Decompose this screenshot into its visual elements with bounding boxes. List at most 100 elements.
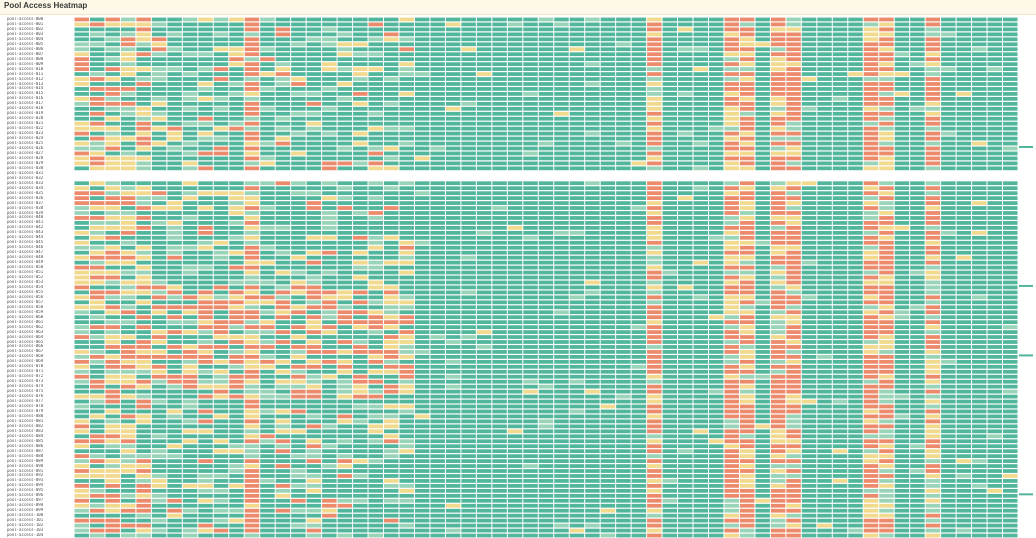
heatmap-cell [569, 245, 585, 250]
heatmap-cell [770, 22, 786, 27]
heatmap-cell [198, 181, 213, 186]
heatmap-cell [708, 230, 724, 235]
heatmap-cell [244, 32, 260, 37]
heatmap-cell [492, 340, 507, 344]
heatmap-cell [213, 340, 229, 344]
heatmap-cell [445, 146, 461, 151]
heatmap-cell [291, 27, 306, 32]
heatmap-cell [600, 22, 616, 27]
heatmap-cell [167, 300, 182, 305]
heatmap-cell [941, 345, 956, 349]
heatmap-cell [863, 32, 879, 37]
heatmap-cell [414, 17, 430, 22]
heatmap-cell [894, 310, 910, 315]
heatmap-cell [368, 216, 384, 220]
heatmap-cell [848, 67, 863, 71]
heatmap-cell [492, 151, 507, 156]
heatmap-cell [569, 87, 585, 91]
heatmap-cell [770, 345, 786, 349]
heatmap-cell [74, 216, 89, 220]
heatmap-cell [260, 101, 275, 106]
heatmap-cell [430, 270, 445, 275]
heatmap-cell [569, 355, 585, 359]
heatmap-cell [322, 92, 337, 96]
heatmap-cell [941, 285, 956, 290]
heatmap-cell [941, 409, 956, 414]
heatmap-cell [724, 146, 739, 151]
heatmap-cell [755, 101, 770, 106]
heatmap-cell [956, 394, 972, 399]
heatmap-cell [987, 399, 1003, 404]
heatmap-cell [275, 126, 291, 131]
heatmap-cell [863, 92, 879, 96]
heatmap-cell [863, 116, 879, 121]
heatmap-cell [182, 260, 198, 265]
heatmap-cell [244, 186, 260, 191]
heatmap-cell [244, 161, 260, 166]
heatmap-cell [585, 191, 600, 196]
heatmap-cell [786, 116, 801, 121]
heatmap-cell [229, 300, 244, 305]
heatmap-cell [863, 186, 879, 191]
heatmap-cell [739, 345, 755, 349]
heatmap-cell [244, 196, 260, 200]
heatmap-cell [291, 111, 306, 116]
heatmap-cell [260, 146, 275, 151]
heatmap-cell [275, 121, 291, 126]
heatmap-cell [678, 96, 693, 101]
heatmap-cell [337, 374, 353, 379]
heatmap-cell [399, 42, 414, 47]
heatmap-cell [755, 37, 770, 42]
heatmap-cell [662, 27, 678, 32]
heatmap-cell [291, 245, 306, 250]
heatmap-cell [770, 265, 786, 270]
heatmap-cell [182, 330, 198, 334]
heatmap-cell [151, 355, 167, 359]
heatmap-cell [414, 62, 430, 67]
heatmap-cell [863, 270, 879, 275]
row-label: pool-access-021 [7, 121, 44, 126]
heatmap-cell [678, 389, 693, 394]
heatmap-cell [647, 126, 662, 131]
heatmap-cell [600, 404, 616, 409]
heatmap-cell [229, 67, 244, 71]
heatmap-cell [74, 22, 89, 27]
heatmap-cell [894, 22, 910, 27]
heatmap-cell [832, 82, 848, 86]
heatmap-cell [910, 374, 925, 379]
heatmap-cell [167, 72, 182, 76]
heatmap-cell [105, 290, 120, 295]
heatmap-cell [647, 106, 662, 111]
heatmap-cell [182, 374, 198, 379]
heatmap-cell [445, 404, 461, 409]
heatmap-cell [260, 47, 275, 52]
heatmap-cell [507, 161, 523, 166]
heatmap-cell [74, 77, 89, 81]
heatmap-cell [353, 96, 368, 101]
heatmap-cell [492, 22, 507, 27]
heatmap-cell [399, 57, 414, 62]
heatmap-cell [182, 72, 198, 76]
heatmap-cell [167, 404, 182, 409]
heatmap-cell [863, 325, 879, 329]
heatmap-cell [786, 131, 801, 136]
heatmap-cell [368, 330, 384, 334]
heatmap-cell [708, 72, 724, 76]
heatmap-cell [832, 399, 848, 404]
row-label: pool-access-055 [7, 289, 44, 294]
heatmap-cell [600, 32, 616, 37]
heatmap-cell [105, 32, 120, 37]
heatmap-cell [724, 389, 739, 394]
heatmap-cell [507, 394, 523, 399]
heatmap-cell [708, 116, 724, 121]
heatmap-cell [879, 310, 894, 315]
heatmap-cell [647, 379, 662, 384]
heatmap-cell [755, 355, 770, 359]
row-label: pool-access-104 [7, 533, 44, 538]
heatmap-cell [306, 355, 322, 359]
heatmap-cell [616, 404, 631, 409]
heatmap-cell [554, 126, 569, 131]
heatmap-cell [647, 111, 662, 116]
heatmap-cell [770, 77, 786, 81]
heatmap-cell [585, 350, 600, 354]
